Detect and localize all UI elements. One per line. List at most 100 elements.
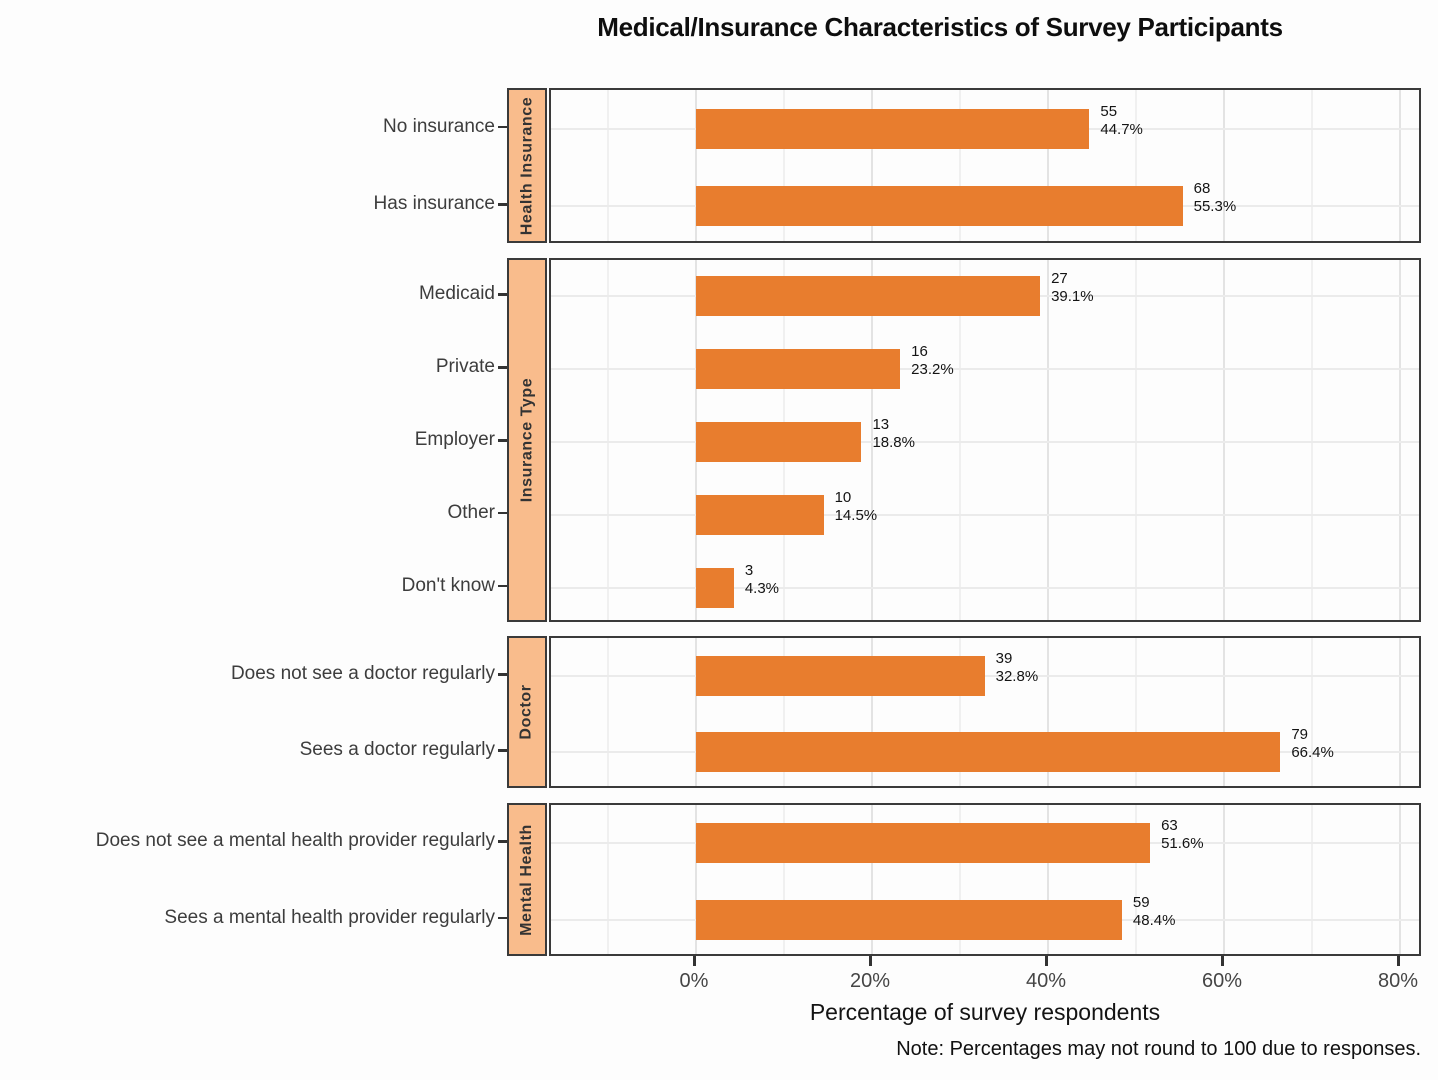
facet-strip-label: Health Insurance [518, 96, 535, 235]
gridline-minor [1311, 90, 1313, 241]
category-label-has-insurance: Has insurance [373, 193, 495, 215]
bar-percent: 66.4% [1291, 744, 1334, 761]
gridline-minor [607, 805, 609, 954]
bar-percent: 39.1% [1051, 288, 1094, 306]
gridline-minor [959, 90, 961, 241]
y-axis-tick [498, 293, 507, 296]
bar-percent: 51.6% [1161, 835, 1204, 853]
x-axis-tick [693, 956, 696, 966]
bar-value-label: 27 39.1% [1051, 270, 1094, 306]
gridline-row [551, 441, 1419, 443]
bar-count: 68 [1193, 180, 1211, 198]
facet-strip-insurance-type: Insurance Type [507, 258, 547, 622]
y-axis-tick [498, 584, 507, 588]
bar-percent: 4.3% [744, 579, 780, 597]
y-axis-tick [498, 916, 507, 920]
facet-panel-insurance-type: 27 39.1% 16 23.2% 13 18.8% 10 14.5% 3 4.3% [549, 258, 1421, 622]
bar-value-label: 68 55.3% [1194, 180, 1237, 216]
x-axis-tick-label: 60% [1201, 970, 1243, 992]
bar-other [696, 494, 824, 535]
bar-count: 27 [1051, 270, 1068, 288]
bar-count: 13 [872, 416, 890, 433]
bar-no-insurance [696, 108, 1090, 149]
category-label-does-not-see-a-doctor-regularly: Does not see a doctor regularly [230, 663, 495, 684]
gridline-minor [1135, 638, 1137, 786]
gridline-major [1047, 260, 1049, 620]
facet-strip-health-insurance: Health Insurance [507, 88, 547, 243]
bar-don-t-know [696, 567, 734, 608]
category-label-private: Private [435, 356, 495, 378]
bar-count: 39 [995, 650, 1013, 667]
bar-value-label: 55 44.7% [1100, 103, 1143, 139]
gridline-major [1399, 90, 1401, 241]
y-axis-tick [498, 749, 507, 752]
gridline-major [1047, 805, 1049, 954]
gridline-major [1399, 260, 1401, 620]
bar-count: 3 [744, 561, 754, 579]
gridline-minor [1135, 260, 1137, 620]
category-label-medicaid: Medicaid [418, 283, 495, 305]
gridline-major [1223, 90, 1225, 241]
bar-count: 10 [834, 488, 852, 506]
bar-value-label: 63 51.6% [1161, 817, 1204, 853]
gridline-major [871, 805, 873, 954]
category-label-sees-a-doctor-regularly: Sees a doctor regularly [299, 739, 495, 760]
bar-percent: 14.5% [834, 506, 878, 524]
x-axis-tick [1397, 956, 1400, 966]
category-label-don-t-know: Don't know [401, 574, 495, 596]
bar-count: 79 [1291, 726, 1308, 743]
x-axis-tick [869, 956, 872, 966]
gridline-minor [1311, 638, 1313, 786]
gridline-major [871, 260, 873, 620]
facet-strip-label: Doctor [518, 684, 535, 740]
facet-panel-health-insurance: 55 44.7% 68 55.3% [549, 88, 1421, 243]
y-axis-tick [498, 840, 507, 843]
category-label-sees-a-mental-health-provider-regularly: Sees a mental health provider regularly [164, 906, 495, 928]
bar-count: 55 [1100, 102, 1118, 120]
y-axis-tick [498, 366, 507, 369]
chart-note: Note: Percentages may not round to 100 d… [896, 1038, 1421, 1060]
x-axis-tick-label: 20% [849, 970, 891, 992]
gridline-minor [1311, 805, 1313, 954]
bar-percent: 32.8% [995, 668, 1039, 685]
bar-percent: 18.8% [872, 434, 915, 451]
x-axis-tick-label: 40% [1025, 970, 1067, 992]
bar-value-label: 10 14.5% [835, 489, 878, 525]
bar-count: 59 [1132, 893, 1150, 911]
gridline-minor [959, 260, 961, 620]
bar-value-label: 3 4.3% [745, 562, 779, 598]
facet-panel-mental-health: 63 51.6% 59 48.4% [549, 803, 1421, 956]
bar-percent: 23.2% [911, 361, 954, 379]
bar-value-label: 13 18.8% [872, 416, 915, 452]
bar-value-label: 79 66.4% [1291, 726, 1334, 762]
gridline-minor [607, 638, 609, 786]
bar-count: 16 [911, 343, 928, 361]
gridline-major [1047, 90, 1049, 241]
bar-has-insurance [696, 186, 1183, 227]
gridline-major [1047, 638, 1049, 786]
x-axis-tick [1221, 956, 1224, 966]
facet-strip-mental-health: Mental Health [507, 803, 547, 956]
bar-count: 63 [1161, 817, 1178, 835]
bar-percent: 44.7% [1100, 120, 1143, 138]
y-axis-tick [498, 203, 507, 206]
y-axis-tick [498, 439, 507, 442]
gridline-minor [607, 90, 609, 241]
x-axis-tick-label: 0% [679, 970, 709, 992]
gridline-major [1223, 260, 1225, 620]
bar-sees-a-doctor-regularly [696, 732, 1281, 772]
bar-employer [696, 422, 862, 462]
gridline-minor [783, 638, 785, 786]
facet-strip-doctor: Doctor [507, 636, 547, 788]
gridline-row [551, 586, 1419, 589]
bar-percent: 48.4% [1132, 911, 1176, 929]
bar-percent: 55.3% [1193, 198, 1237, 216]
gridline-minor [959, 805, 961, 954]
x-axis-tick-label: 80% [1377, 970, 1419, 992]
gridline-major [871, 90, 873, 241]
gridline-major [871, 638, 873, 786]
facet-strip-label: Insurance Type [518, 377, 535, 503]
chart-title: Medical/Insurance Characteristics of Sur… [597, 12, 1283, 42]
y-axis-tick [498, 511, 507, 515]
